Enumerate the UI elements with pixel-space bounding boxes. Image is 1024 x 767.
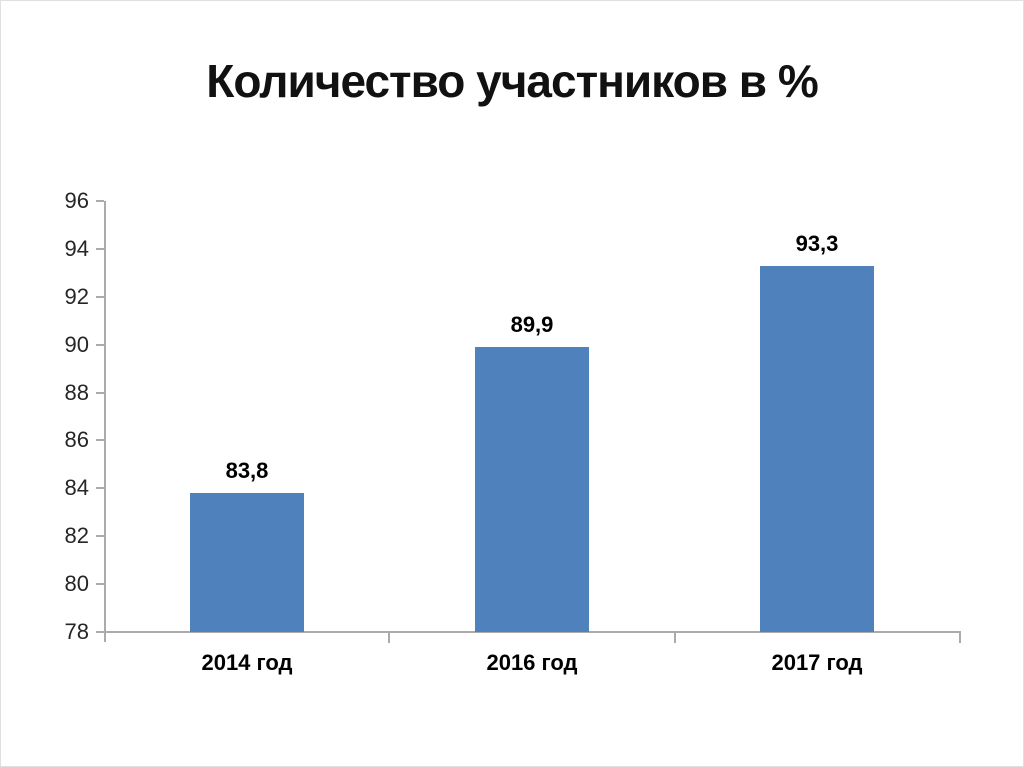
y-axis-tick bbox=[96, 439, 104, 442]
y-axis-tick-label: 92 bbox=[64, 283, 89, 309]
y-axis-tick-label: 84 bbox=[64, 475, 89, 501]
y-axis-tick-label: 80 bbox=[64, 571, 89, 597]
y-axis-tick-label: 88 bbox=[64, 379, 89, 405]
y-axis-tick-label: 86 bbox=[64, 427, 89, 453]
bar-3 bbox=[760, 265, 874, 632]
y-axis-tick bbox=[96, 391, 104, 394]
x-axis-tick bbox=[674, 633, 676, 643]
chart-title: Количество участников в % bbox=[206, 55, 818, 107]
x-axis-tick bbox=[388, 633, 390, 643]
x-axis-category-label: 2016 год bbox=[486, 650, 578, 675]
y-axis-tick-label: 90 bbox=[64, 331, 89, 357]
y-axis-tick bbox=[96, 295, 104, 298]
y-axis-tick-label: 96 bbox=[64, 188, 89, 213]
y-axis-tick bbox=[96, 535, 104, 538]
y-axis-tick bbox=[96, 583, 104, 586]
y-axis-tick bbox=[96, 247, 104, 250]
x-axis-line bbox=[104, 631, 961, 633]
bar-value-label: 83,8 bbox=[225, 458, 269, 484]
x-axis-category-label: 2017 год bbox=[771, 650, 863, 675]
y-axis-tick-label: 82 bbox=[64, 523, 89, 549]
y-axis-tick bbox=[96, 200, 104, 202]
bar-value-label: 89,9 bbox=[510, 312, 554, 338]
y-axis-tick-label: 94 bbox=[64, 235, 89, 261]
bar-1 bbox=[190, 493, 304, 632]
y-axis-tick-label: 78 bbox=[64, 619, 89, 644]
y-axis-line bbox=[104, 201, 106, 642]
x-axis-category-label: 2014 год bbox=[201, 650, 293, 675]
y-axis-tick bbox=[96, 631, 104, 633]
y-axis-tick bbox=[96, 487, 104, 490]
y-axis-tick bbox=[96, 343, 104, 346]
x-axis-tick bbox=[959, 633, 961, 643]
bar-2 bbox=[475, 347, 589, 632]
bar-value-label: 93,3 bbox=[795, 230, 839, 256]
